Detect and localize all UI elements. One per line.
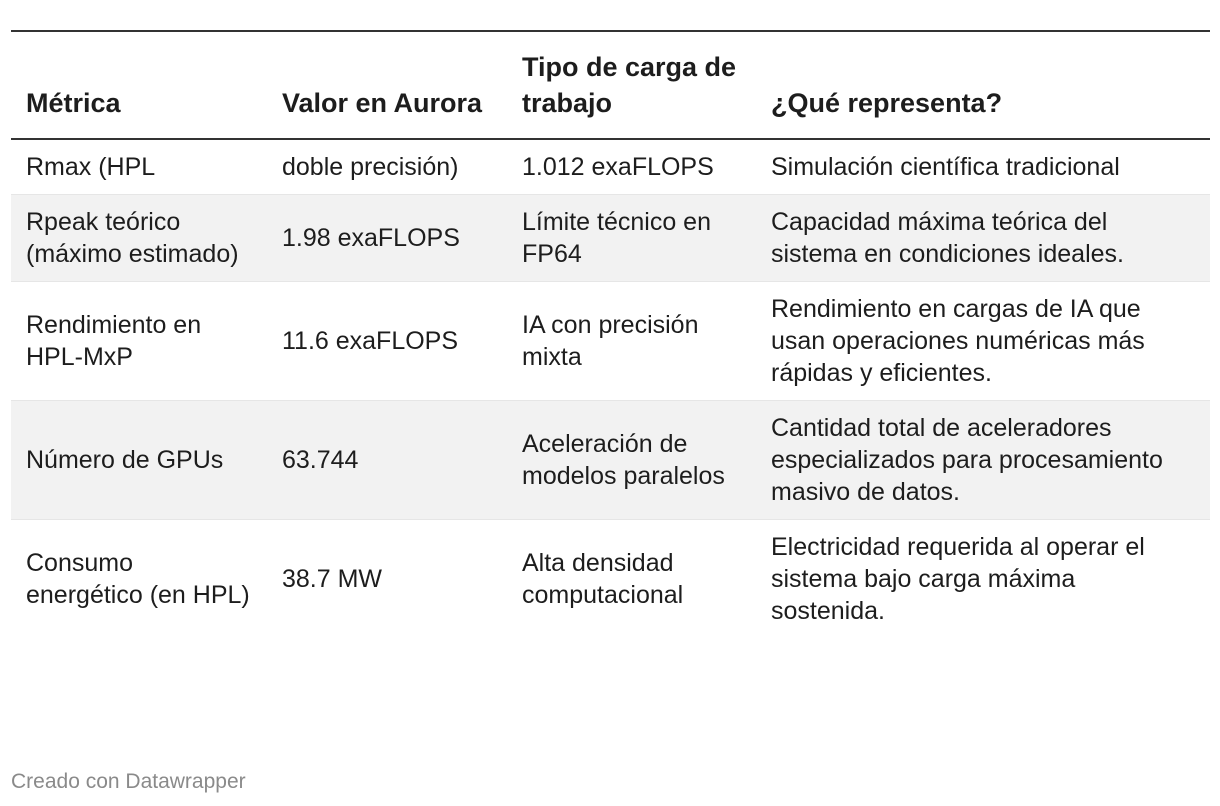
column-header-tipo[interactable]: Tipo de carga de trabajo <box>522 52 737 118</box>
table-cell: 1.012 exaFLOPS <box>522 153 714 181</box>
table-cell: Límite técnico en FP64 <box>522 208 711 268</box>
table-row: Rendimiento en HPL-MxP 11.6 exaFLOPS IA … <box>11 282 1210 401</box>
table-cell: Simulación científica tradicional <box>771 153 1120 181</box>
table-cell: Alta densidad computacional <box>522 549 684 609</box>
table-row: Consumo energético (en HPL) 38.7 MW Alta… <box>11 520 1210 639</box>
footer-credit[interactable]: Creado con Datawrapper <box>11 770 246 793</box>
table-cell: Rendimiento en HPL-MxP <box>26 311 202 371</box>
data-table: Métrica Valor en Aurora Tipo de carga de… <box>11 30 1210 638</box>
table-cell: doble precisión) <box>282 153 459 181</box>
table-row: Número de GPUs 63.744 Aceleración de mod… <box>11 400 1210 520</box>
table-cell: 63.744 <box>282 446 359 474</box>
table-cell: Rendimiento en cargas de IA que usan ope… <box>771 295 1145 387</box>
table-cell: Cantidad total de aceleradores especiali… <box>771 414 1163 506</box>
table-cell: Número de GPUs <box>26 446 224 474</box>
table-cell: 38.7 MW <box>282 565 383 593</box>
table-cell: 11.6 exaFLOPS <box>282 327 459 355</box>
table-cell: Rpeak teórico (máximo estimado) <box>26 208 239 268</box>
table-cell: Capacidad máxima teórica del sistema en … <box>771 208 1124 268</box>
table-row: Rpeak teórico (máximo estimado) 1.98 exa… <box>11 194 1210 282</box>
column-header-metrica[interactable]: Métrica <box>26 88 121 118</box>
column-header-valor[interactable]: Valor en Aurora <box>282 88 483 118</box>
table-cell: Aceleración de modelos paralelos <box>522 430 725 490</box>
column-header-representa[interactable]: ¿Qué representa? <box>771 88 1003 118</box>
table-cell: Consumo energético (en HPL) <box>26 549 250 609</box>
table-cell: Rmax (HPL <box>26 153 156 181</box>
table-header-row: Métrica Valor en Aurora Tipo de carga de… <box>11 31 1210 139</box>
table-cell: Electricidad requerida al operar el sist… <box>771 533 1145 625</box>
data-table-container: Métrica Valor en Aurora Tipo de carga de… <box>11 30 1210 638</box>
table-row: Rmax (HPL doble precisión) 1.012 exaFLOP… <box>11 139 1210 195</box>
table-cell: 1.98 exaFLOPS <box>282 224 460 252</box>
table-cell: IA con precisión mixta <box>522 311 699 371</box>
